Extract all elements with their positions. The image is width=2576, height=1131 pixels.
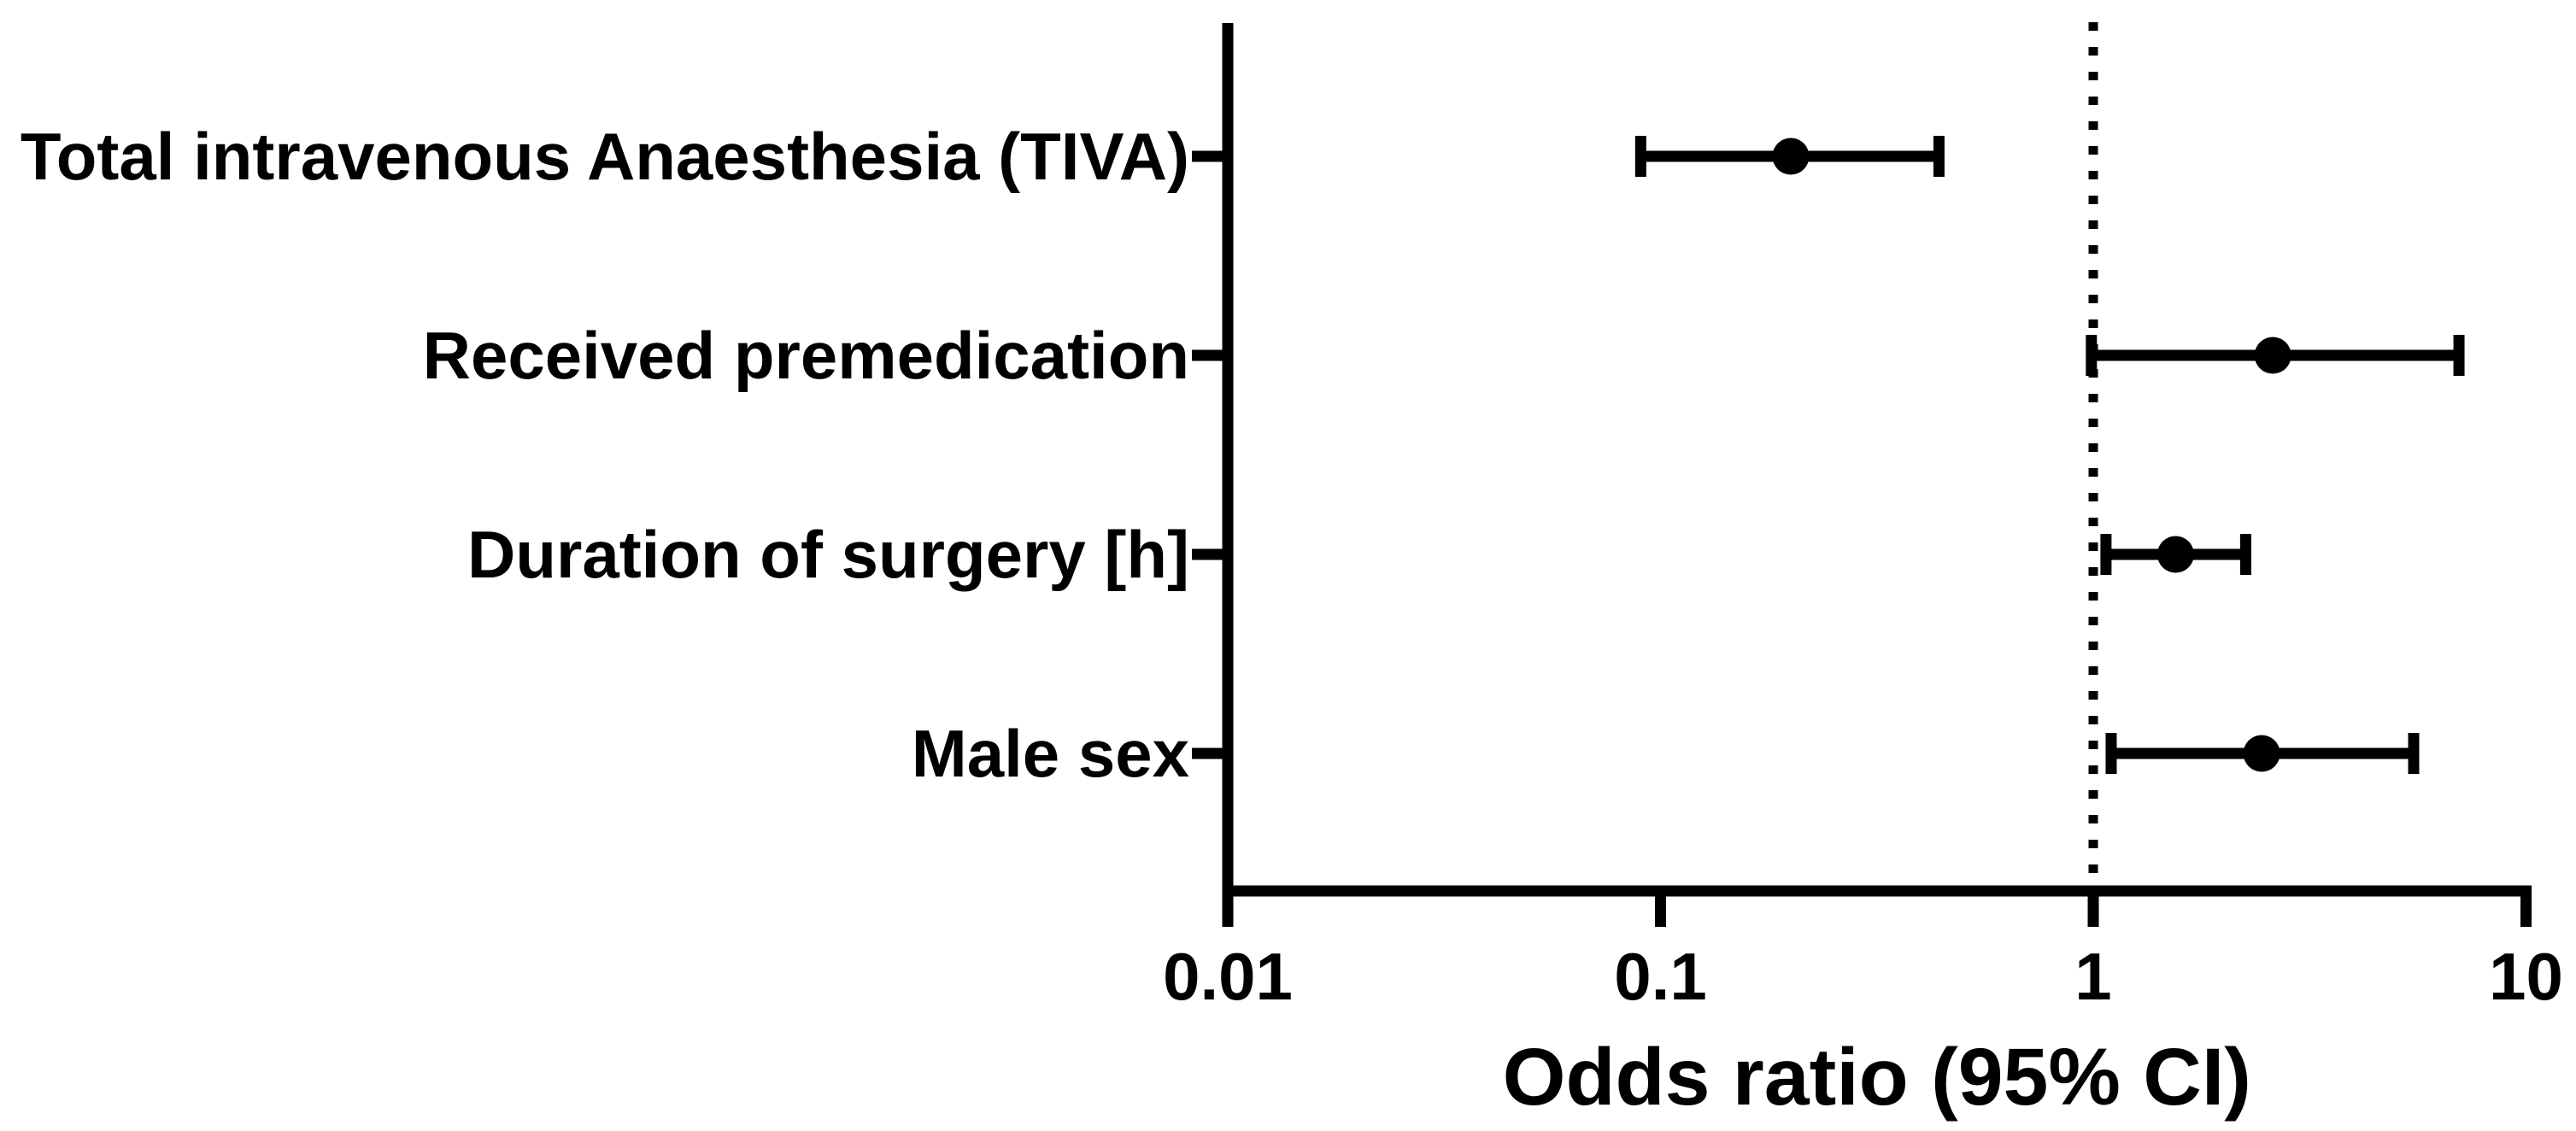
x-axis-tick-label: 10 bbox=[2489, 939, 2563, 1014]
x-axis-title: Odds ratio (95% CI) bbox=[1503, 1032, 2251, 1122]
odds-ratio-point bbox=[2243, 735, 2280, 772]
x-axis-tick-label: 1 bbox=[2074, 939, 2111, 1014]
x-axis-tick-label: 0.01 bbox=[1163, 939, 1293, 1014]
odds-ratio-point bbox=[1772, 138, 1810, 175]
odds-ratio-point bbox=[2254, 337, 2291, 374]
odds-ratio-point bbox=[2156, 536, 2194, 573]
category-label: Received premedication bbox=[423, 318, 1189, 393]
category-label: Male sex bbox=[912, 716, 1189, 791]
category-label: Duration of surgery [h] bbox=[467, 517, 1189, 592]
x-axis-tick-label: 0.1 bbox=[1614, 939, 1706, 1014]
category-label: Total intravenous Anaesthesia (TIVA) bbox=[21, 119, 1189, 194]
